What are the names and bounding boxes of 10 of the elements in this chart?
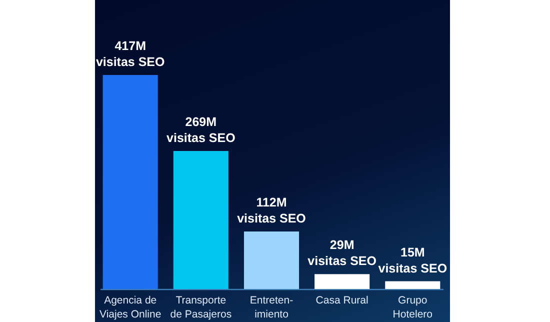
data-label: 269M visitas SEO <box>166 114 236 145</box>
data-label: 15M visitas SEO <box>378 245 448 276</box>
x-tick-label: Entreten- imiento <box>250 294 294 320</box>
data-label: 29M visitas SEO <box>308 238 377 268</box>
data-label: 112M visitas SEO <box>237 196 306 226</box>
x-tick-label: Grupo Hotelero <box>392 294 433 320</box>
x-tick-label: Agencia de Viajes Online <box>100 294 162 320</box>
data-label: 417M visitas SEO <box>96 39 166 69</box>
x-tick-label: Casa Rural <box>316 294 368 306</box>
x-tick-label: Transporte de Pasajeros <box>170 294 232 320</box>
